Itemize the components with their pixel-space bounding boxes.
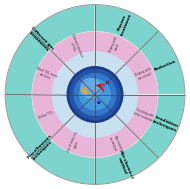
Wedge shape (5, 5, 95, 94)
Circle shape (67, 67, 123, 122)
Text: Use of reducing
agent: Use of reducing agent (66, 131, 83, 155)
Text: Irradiation
techniques: Irradiation techniques (152, 115, 179, 133)
Wedge shape (139, 94, 185, 158)
Text: Different gas
treatments: Different gas treatments (27, 27, 55, 54)
Text: CB: CB (97, 84, 102, 88)
Text: Doping with
non-metal: Doping with non-metal (134, 67, 153, 81)
Wedge shape (95, 5, 158, 50)
Circle shape (74, 74, 116, 115)
Wedge shape (95, 139, 158, 184)
Circle shape (81, 78, 100, 98)
Text: Plasma
treatment: Plasma treatment (116, 11, 133, 36)
Wedge shape (95, 125, 139, 157)
Text: Black TiO₂ nano
particles: Black TiO₂ nano particles (34, 66, 58, 82)
Text: H₂: H₂ (106, 81, 110, 85)
Circle shape (70, 70, 120, 119)
Text: Non-metal
co-catalyst: Non-metal co-catalyst (108, 135, 122, 152)
Wedge shape (51, 125, 95, 157)
Wedge shape (32, 94, 65, 139)
Wedge shape (125, 50, 158, 94)
Text: VB: VB (97, 101, 102, 105)
Wedge shape (95, 32, 139, 64)
Text: Coupling with
other materials: Coupling with other materials (132, 107, 155, 123)
Text: Defect TiO₂: Defect TiO₂ (38, 110, 54, 120)
Wedge shape (139, 31, 185, 94)
Text: Doping with
metal: Doping with metal (108, 36, 122, 55)
Text: h⁺: h⁺ (92, 98, 95, 102)
Text: Ordered structure
of TiO₂: Ordered structure of TiO₂ (66, 32, 84, 59)
Circle shape (80, 79, 110, 110)
Text: Reduction: Reduction (154, 59, 177, 72)
Wedge shape (51, 32, 95, 64)
Wedge shape (125, 94, 158, 139)
Text: Wet-chemical
method: Wet-chemical method (114, 149, 134, 181)
Text: ⚡: ⚡ (81, 87, 85, 92)
Text: e⁻: e⁻ (92, 89, 95, 93)
Wedge shape (32, 50, 65, 94)
Text: Miscellaneous
techniques: Miscellaneous techniques (26, 134, 56, 163)
Wedge shape (5, 94, 95, 184)
Circle shape (52, 52, 138, 137)
